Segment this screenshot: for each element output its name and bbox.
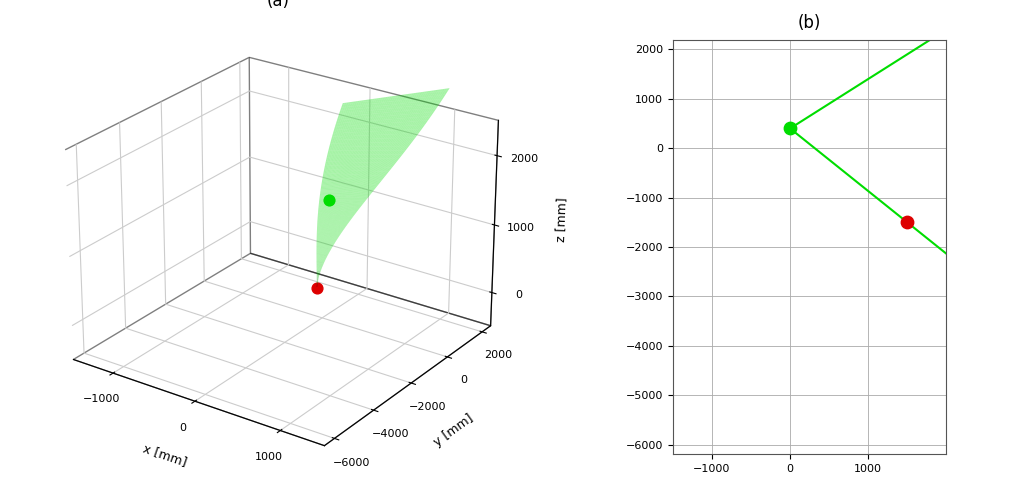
Point	[782, 124, 798, 132]
Point	[898, 218, 914, 226]
X-axis label: x [mm]: x [mm]	[141, 442, 188, 469]
Title: (b): (b)	[797, 14, 821, 33]
Y-axis label: y [mm]: y [mm]	[431, 412, 475, 449]
Title: (a): (a)	[267, 0, 289, 10]
